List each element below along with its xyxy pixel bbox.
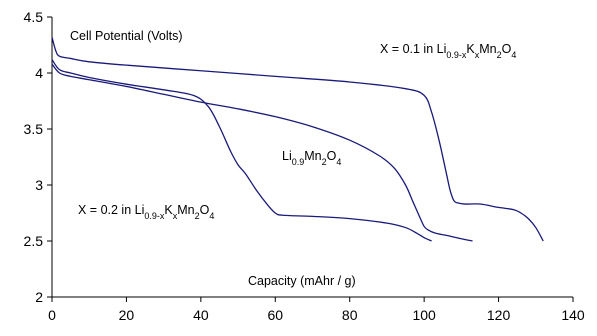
y-tick-label: 3.5 <box>24 121 44 137</box>
x-tick-label: 60 <box>267 307 283 323</box>
label-subscript: x <box>173 211 178 221</box>
x-tick-label: 40 <box>193 307 209 323</box>
label-subscript: 4 <box>336 157 341 167</box>
label-text: Mn <box>479 42 496 56</box>
label-text: Mn <box>177 203 194 217</box>
x-tick-label: 100 <box>412 307 436 323</box>
label-subscript: 2 <box>322 157 327 167</box>
x-tick-label: 80 <box>342 307 358 323</box>
axes <box>51 17 573 298</box>
label-text: Mn <box>304 149 321 163</box>
x-tick-label: 120 <box>487 307 511 323</box>
y-tick-label: 4 <box>35 65 43 81</box>
series-label-x02: X = 0.2 in Li0.9-xKxMn2O4 <box>78 203 214 221</box>
series-line-x02 <box>51 59 432 242</box>
y-axis-label: Cell Potential (Volts) <box>70 29 183 43</box>
label-text: O <box>200 203 210 217</box>
y-tick-label: 3 <box>35 177 43 193</box>
label-text: Li <box>282 149 292 163</box>
series-line-x01 <box>51 36 544 242</box>
label-subscript: 2 <box>195 211 200 221</box>
x-tick-label: 0 <box>48 307 56 323</box>
y-tick-label: 4.5 <box>24 9 44 25</box>
label-text: X = 0.1 in Li <box>380 42 446 56</box>
label-subscript: 0.9-x <box>446 50 467 60</box>
label-subscript: x <box>475 50 480 60</box>
x-axis-ticks: 0 20 40 60 80 100 120 140 <box>48 297 585 323</box>
y-axis-ticks: 2 2.5 3 3.5 4 4.5 <box>24 9 52 305</box>
series-lines <box>51 36 544 242</box>
x-tick-label: 20 <box>119 307 135 323</box>
y-tick-label: 2.5 <box>24 233 44 249</box>
label-subscript: 4 <box>511 50 516 60</box>
series-line-li09mn2o4 <box>51 63 473 242</box>
label-subscript: 0.9-x <box>144 211 165 221</box>
label-text: O <box>327 149 337 163</box>
label-text: O <box>502 42 512 56</box>
label-subscript: 2 <box>497 50 502 60</box>
label-subscript: 0.9 <box>292 157 305 167</box>
label-text: K <box>466 42 475 56</box>
series-label-x01: X = 0.1 in Li0.9-xKxMn2O4 <box>380 42 516 60</box>
label-text: X = 0.2 in Li <box>78 203 144 217</box>
y-tick-label: 2 <box>35 289 43 305</box>
series-label-li09mn2o4: Li0.9Mn2O4 <box>282 149 341 167</box>
label-text: K <box>164 203 173 217</box>
x-tick-label: 140 <box>561 307 585 323</box>
x-axis-label: Capacity (mAhr / g) <box>248 274 356 288</box>
label-subscript: 4 <box>209 211 214 221</box>
